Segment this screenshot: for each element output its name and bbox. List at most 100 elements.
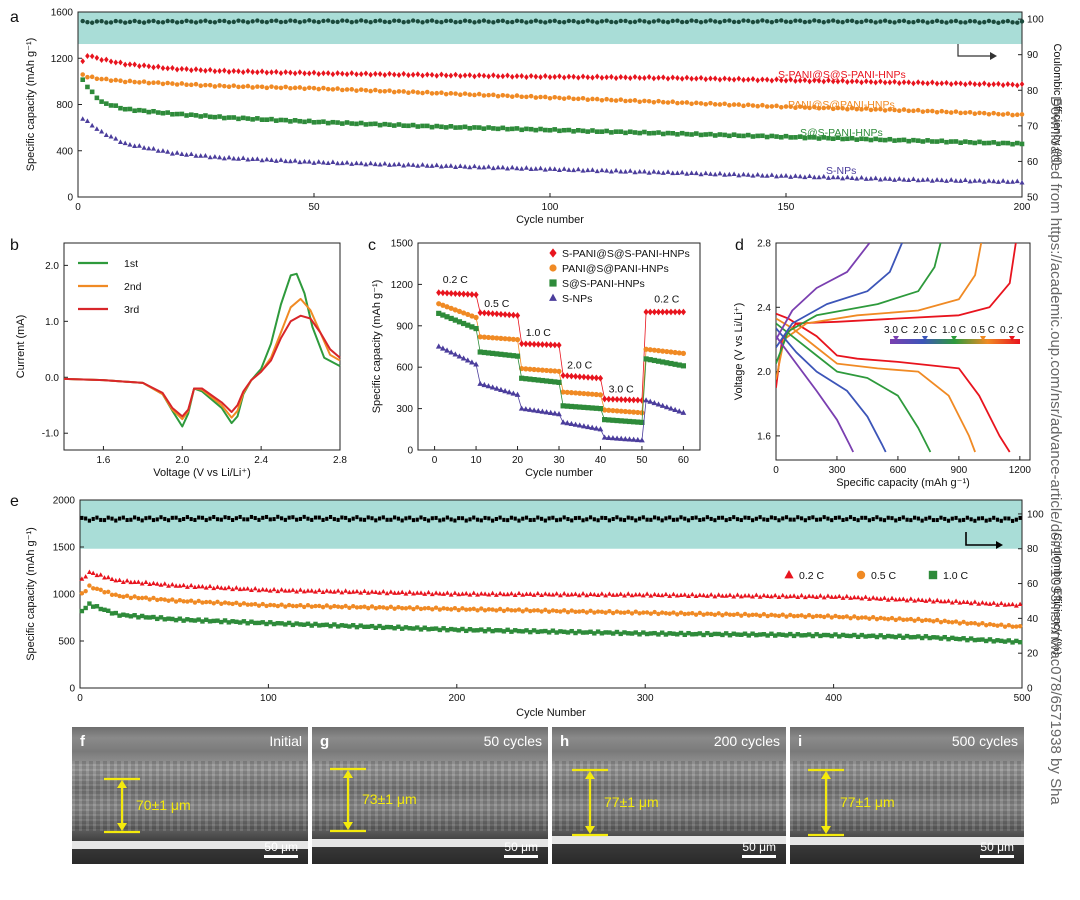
ce-point [269,18,274,24]
data-point [981,140,987,146]
data-point [764,134,770,140]
ce-point [453,518,457,523]
ce-point [686,518,691,523]
data-point [792,173,798,178]
data-point [958,110,963,116]
data-point [844,614,849,619]
ce-point [257,517,261,522]
data-point [717,170,723,176]
ce-point [215,517,220,522]
data-point [290,603,296,609]
x-tick-label: 60 [678,455,690,466]
data-point [873,136,878,142]
data-point [241,601,247,606]
data-point [916,634,921,639]
data-point [939,108,945,114]
data-point [788,612,793,618]
data-point [878,137,883,143]
ce-point [283,19,288,25]
data-point [868,107,874,113]
data-point [509,94,515,99]
data-point [552,73,558,80]
data-point [170,616,175,622]
data-point [102,607,107,613]
data-point [358,160,364,166]
data-point [122,61,128,68]
data-point [896,108,902,113]
data-point [188,82,194,88]
data-point [368,121,373,127]
data-point [406,123,411,129]
data-point [606,591,612,596]
y2-tick-label: 70 [1027,121,1039,132]
ce-point [310,517,314,522]
x-axis-label: Cycle number [525,467,593,479]
data-point [727,76,732,83]
data-point [833,632,838,637]
data-point [908,596,914,601]
ce-point [561,20,567,25]
data-point [632,98,638,103]
data-point [708,131,713,137]
ce-point [1010,20,1015,25]
ce-point [85,19,90,25]
data-point [80,77,86,82]
data-point [584,630,589,635]
data-point [457,163,463,168]
data-point [486,73,491,80]
data-point [656,169,662,175]
data-point [878,615,883,621]
data-point [797,77,803,84]
ce-point [774,18,779,24]
data-point [810,614,816,620]
ce-point [113,18,118,24]
data-point [108,78,114,83]
data-point [944,79,949,86]
ce-point [321,517,325,522]
data-point [1010,179,1016,184]
data-point [382,121,388,127]
data-point [844,593,850,599]
data-point [311,160,317,165]
data-point [599,591,605,596]
series-2 [79,583,1023,629]
ce-point [882,18,888,23]
data-point [788,76,794,83]
data-point [742,631,748,636]
data-point [759,172,765,178]
ce-point [668,515,672,520]
data-point [1006,622,1012,628]
data-point [588,629,593,634]
data-point [968,600,974,606]
data-point [458,73,463,79]
data-point [603,593,609,598]
data-point [226,601,232,606]
data-point [460,591,465,596]
data-point [373,625,378,630]
data-point [253,620,258,626]
data-point [443,91,449,97]
data-point [349,70,355,77]
data-point [542,94,548,100]
ce-point [505,19,510,25]
data-point [433,626,439,631]
data-point [957,621,963,626]
data-point [160,148,166,153]
data-point [249,587,254,592]
data-point [316,119,322,125]
data-point [222,67,227,74]
data-point [999,638,1004,644]
data-point [136,615,141,620]
data-point [1000,140,1006,146]
data-point [873,79,878,86]
data-point [286,602,292,608]
ce-point [245,20,251,25]
ce-point [595,20,600,25]
data-point [760,133,765,139]
data-point [113,610,118,616]
plot-frame [63,242,341,451]
data-point [904,633,910,639]
ce-point [901,18,907,24]
data-point [980,637,985,642]
data-point [415,90,421,95]
